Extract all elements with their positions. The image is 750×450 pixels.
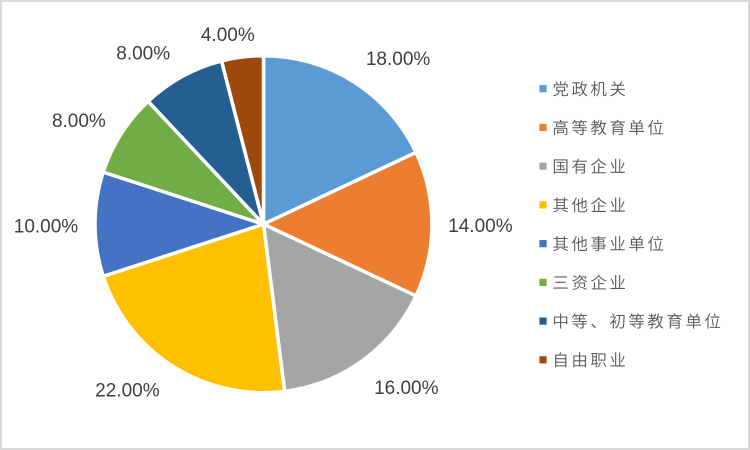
svg-text:22.00%: 22.00%: [95, 380, 160, 401]
svg-text:8.00%: 8.00%: [52, 111, 106, 132]
svg-text:16.00%: 16.00%: [374, 378, 439, 399]
svg-text:18.00%: 18.00%: [366, 49, 431, 70]
svg-text:4.00%: 4.00%: [201, 25, 255, 46]
svg-text:8.00%: 8.00%: [116, 43, 170, 64]
svg-text:14.00%: 14.00%: [448, 216, 513, 237]
svg-text:10.00%: 10.00%: [14, 216, 79, 237]
